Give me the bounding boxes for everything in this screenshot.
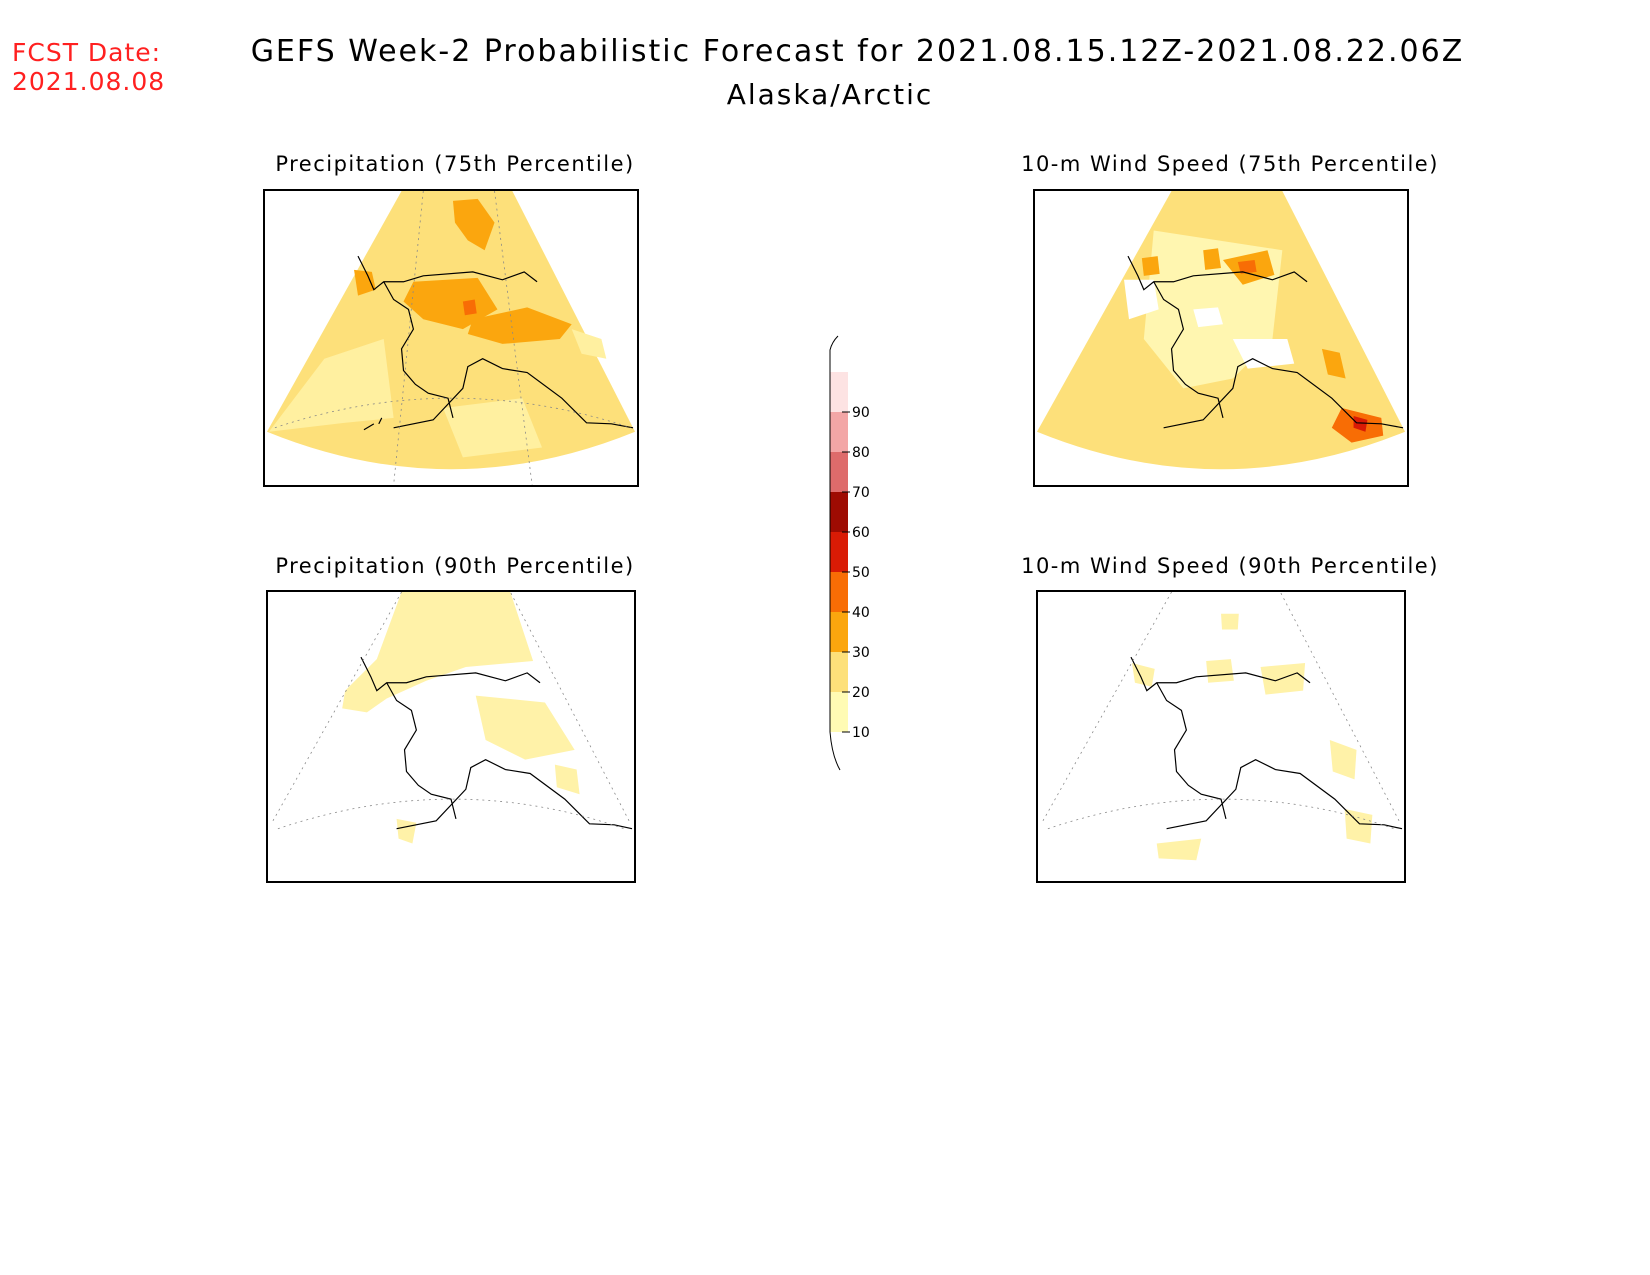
page-title: GEFS Week-2 Probabilistic Forecast for 2…: [250, 34, 1465, 69]
colorbar-label-50: 50: [852, 565, 870, 581]
colorbar-swatch-20: [830, 652, 848, 692]
colorbar-swatch-60: [830, 492, 848, 532]
colorbar-label-30: 30: [852, 645, 870, 661]
colorbar-head: [829, 335, 839, 372]
colorbar-swatch-30: [830, 612, 848, 652]
map-precip90: [272, 592, 633, 844]
panel-title-wind75: 10-m Wind Speed (75th Percentile): [1021, 152, 1439, 176]
panel-title-wind90: 10-m Wind Speed (90th Percentile): [1021, 554, 1439, 578]
colorbar-label-60: 60: [852, 525, 870, 541]
panel-title-precip75: Precipitation (75th Percentile): [275, 152, 635, 176]
colorbar-label-20: 20: [852, 685, 870, 701]
colorbar-swatch-50: [830, 532, 848, 572]
colorbar: 10 20 30 40 50 60 70 80 90: [826, 332, 906, 771]
colorbar-tail: [829, 731, 841, 771]
colorbar-swatch-10: [830, 692, 848, 732]
colorbar-label-90: 90: [852, 405, 870, 421]
panel-title-precip90: Precipitation (90th Percentile): [275, 554, 635, 578]
colorbar-swatch-90: [830, 372, 848, 412]
map-wind75: [1036, 191, 1406, 470]
map-precip75: [266, 191, 636, 485]
colorbar-label-80: 80: [852, 445, 870, 461]
colorbar-swatch-80: [830, 412, 848, 452]
forecast-date-value: 2021.08.08: [12, 67, 166, 96]
colorbar-svg: 10 20 30 40 50 60 70 80 90: [829, 335, 870, 771]
map-wind90: [1042, 592, 1403, 861]
region-subtitle: Alaska/Arctic: [726, 78, 934, 111]
colorbar-swatch-70: [830, 452, 848, 492]
colorbar-label-10: 10: [852, 725, 870, 741]
colorbar-label-40: 40: [852, 605, 870, 621]
map-panel-wind75: [1033, 189, 1409, 487]
colorbar-label-70: 70: [852, 485, 870, 501]
map-panel-precip90: [266, 590, 636, 883]
colorbar-swatch-40: [830, 572, 848, 612]
map-panel-wind90: [1036, 590, 1406, 883]
forecast-date-block: FCST Date: 2021.08.08: [12, 38, 165, 96]
forecast-date-label: FCST Date:: [12, 38, 162, 67]
map-panel-precip75: [263, 189, 639, 487]
